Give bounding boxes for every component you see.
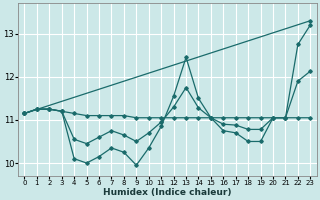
X-axis label: Humidex (Indice chaleur): Humidex (Indice chaleur) [103,188,232,197]
